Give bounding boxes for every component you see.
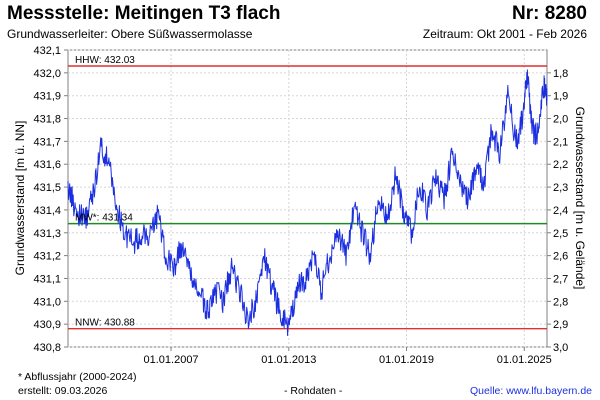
x-tick-label: 01.01.2013 — [261, 354, 316, 366]
y-tick-label: 431,2 — [33, 251, 61, 263]
period-label: Zeitraum: Okt 2001 - Feb 2026 — [422, 27, 587, 41]
y2-tick-label: 1,9 — [553, 91, 568, 103]
station-number: Nr: 8280 — [512, 3, 587, 24]
y-tick-label: 430,8 — [33, 342, 61, 354]
y2-tick-label: 2,9 — [553, 319, 568, 331]
y2-tick-label: 2,7 — [553, 273, 568, 285]
reference-lines — [68, 65, 547, 330]
y2-tick-label: 2,5 — [553, 228, 568, 240]
plot-frame — [67, 49, 548, 348]
y2-tick-label: 1,8 — [553, 68, 568, 80]
series-line — [67, 69, 548, 336]
y2-tick-label: 2,8 — [553, 296, 568, 308]
y2-tick-label: 2,1 — [553, 136, 568, 148]
y-tick-label: 431,0 — [33, 296, 61, 308]
y2-tick-label: 2,0 — [553, 114, 568, 126]
y2-tick-label: 3,0 — [553, 342, 568, 354]
y2-tick-label: 2,4 — [553, 205, 568, 217]
x-axis-ticks: 01.01.2007 01.01.2013 01.01.2019 01.01.2025 — [144, 347, 552, 366]
y-tick-label: 431,1 — [33, 273, 61, 285]
y2-tick-label: 2,6 — [553, 251, 568, 263]
y-tick-label: 432,0 — [33, 68, 61, 80]
footnote: * Abflussjahr (2000-2024) — [18, 371, 137, 383]
series-layer — [67, 69, 548, 336]
y-tick-label: 431,3 — [33, 228, 61, 240]
reference-label: HHW: 432.03 — [75, 55, 135, 66]
y-tick-label: 431,5 — [33, 182, 61, 194]
x-tick-label: 01.01.2025 — [497, 354, 552, 366]
reference-label: MW*: 431.34 — [75, 213, 133, 224]
y2-tick-label: 2,3 — [553, 182, 568, 194]
x-tick-label: 01.01.2007 — [144, 354, 199, 366]
y-axis-label-left: Grundwasserstand [m ü. NN] — [13, 121, 27, 276]
y-tick-label: 431,8 — [33, 114, 61, 126]
source-link[interactable]: Quelle: www.lfu.bayern.de — [470, 385, 592, 397]
page-title: Messstelle: Meitingen T3 flach — [7, 3, 281, 24]
y-tick-label: 431,4 — [33, 205, 61, 217]
data-kind-label: - Rohdaten - — [284, 385, 343, 397]
y-axis-left-ticks: 432,1 432,0 431,9 431,8 431,7 431,6 431,5 431,4… — [33, 45, 68, 354]
y-tick-label: 432,1 — [33, 45, 61, 57]
x-tick-label: 01.01.2019 — [379, 354, 434, 366]
y-tick-label: 431,6 — [33, 159, 61, 171]
y-tick-label: 431,7 — [33, 136, 61, 148]
y-axis-right-ticks: 1,8 1,9 2,0 2,1 2,2 2,3 2,4 2,5 2,6 2,7 2,8 2,9 3,0 — [547, 68, 568, 354]
y-tick-label: 431,9 — [33, 91, 61, 103]
reference-labels: HHW: 432.03 MW*: 431.34 NNW: 430.88 — [75, 55, 135, 329]
aquifer-label: Grundwasserleiter: Obere Süßwassermolass… — [7, 27, 253, 41]
y-tick-label: 430,9 — [33, 319, 61, 331]
y2-tick-label: 2,2 — [553, 159, 568, 171]
reference-label: NNW: 430.88 — [75, 318, 135, 329]
y-axis-label-right: Grundwasserstand [m u. Gelände] — [573, 107, 587, 290]
created-date: erstellt: 09.03.2026 — [18, 385, 108, 397]
